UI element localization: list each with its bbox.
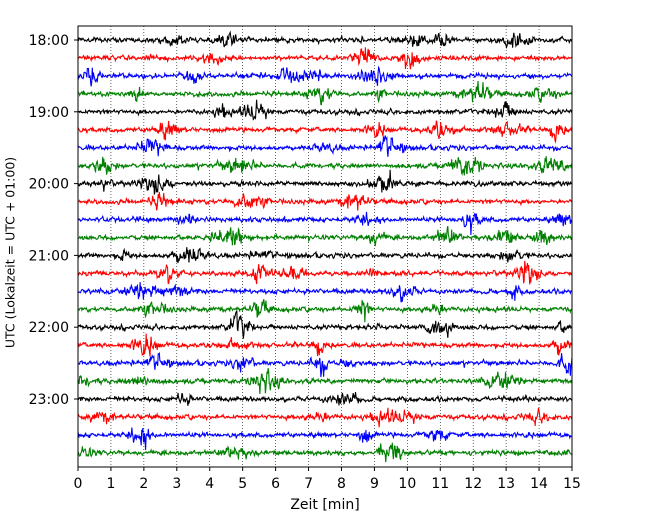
trace-1845 [77, 81, 573, 106]
x-tick-label-5: 5 [238, 476, 247, 492]
trace-1815 [77, 47, 573, 70]
trace-2315 [77, 407, 573, 428]
y-tick-label-2300: 23:00 [29, 392, 69, 408]
trace-2100 [77, 247, 573, 263]
x-tick-label-0: 0 [74, 476, 83, 492]
y-tick-label-2200: 22:00 [29, 320, 69, 336]
trace-1900 [77, 99, 573, 121]
trace-1930 [77, 135, 573, 157]
x-tick-label-4: 4 [205, 476, 214, 492]
y-axis-ticks: 18:00 19:00 20:00 21:00 22:00 23:00 [29, 33, 78, 408]
trace-2200 [77, 310, 573, 339]
x-tick-label-12: 12 [464, 476, 482, 492]
x-tick-label-14: 14 [530, 476, 548, 492]
y-tick-label-2000: 20:00 [29, 177, 69, 193]
trace-2130 [77, 282, 573, 303]
trace-2245 [77, 368, 573, 395]
x-tick-label-6: 6 [271, 476, 280, 492]
trace-2330 [77, 427, 573, 450]
plot-frame [77, 25, 573, 468]
trace-2015 [77, 191, 573, 211]
x-axis-ticks: 0 1 2 3 4 5 6 7 8 9 10 11 12 13 14 15 [74, 467, 581, 492]
trace-2115 [77, 260, 573, 285]
trace-1945 [77, 156, 573, 176]
x-tick-label-10: 10 [398, 476, 416, 492]
y-tick-label-1900: 19:00 [29, 105, 69, 121]
seismic-traces [77, 30, 573, 463]
trace-2345 [77, 442, 573, 463]
x-tick-label-7: 7 [304, 476, 313, 492]
x-tick-label-15: 15 [563, 476, 581, 492]
x-tick-label-11: 11 [431, 476, 449, 492]
trace-2215 [77, 333, 573, 357]
trace-1800 [77, 30, 573, 49]
y-tick-label-2100: 21:00 [29, 248, 69, 264]
trace-2000 [77, 169, 573, 195]
trace-2230 [77, 352, 573, 378]
x-tick-label-8: 8 [337, 476, 346, 492]
x-tick-label-13: 13 [497, 476, 515, 492]
x-tick-label-3: 3 [172, 476, 181, 492]
x-axis-label: Zeit [min] [290, 497, 359, 513]
trace-2145 [77, 299, 573, 323]
trace-2300 [77, 391, 573, 406]
y-tick-label-1800: 18:00 [29, 33, 69, 49]
x-tick-label-2: 2 [139, 476, 148, 492]
trace-2030 [77, 211, 573, 235]
x-tick-label-9: 9 [370, 476, 379, 492]
trace-1915 [77, 120, 573, 144]
x-tick-label-1: 1 [106, 476, 115, 492]
trace-1830 [77, 65, 573, 87]
trace-2045 [77, 226, 573, 247]
y-axis-label: UTC (Lokalzeit = UTC + 01:00) [3, 157, 18, 348]
